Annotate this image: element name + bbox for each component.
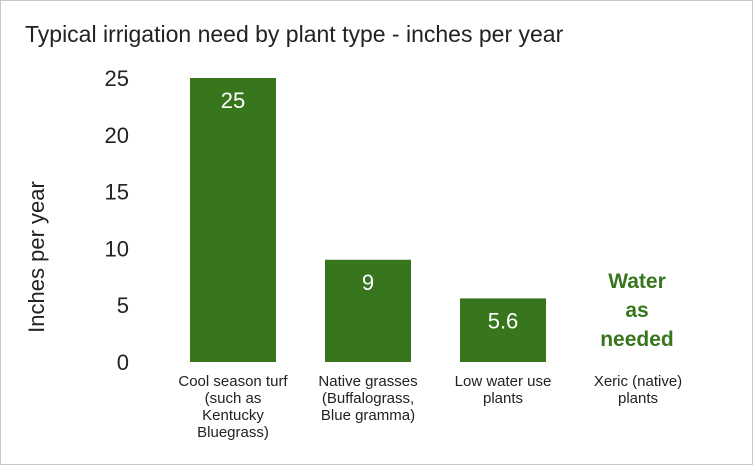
bar-data-label: 5.6 [488,308,519,333]
y-tick-label: 5 [117,293,129,318]
bar-data-label: 25 [221,88,245,113]
bar [460,298,546,362]
y-tick-label: 15 [105,180,129,205]
y-tick-label: 25 [105,66,129,91]
x-tick-label-cool-season-turf: Cool season turf (such as Kentucky Blueg… [178,373,288,441]
chart-title: Typical irrigation need by plant type - … [25,21,564,47]
x-tick-label-low-water-use: Low water use plants [454,373,552,407]
y-tick-label: 10 [105,236,129,261]
water-as-needed-annotation: Water as needed [600,270,674,351]
bar-data-label: 9 [362,270,374,295]
x-tick-label-native-grasses: Native grasses (Buffalograss, Blue gramm… [318,373,418,424]
y-tick-label: 20 [105,123,129,148]
x-tick-label-xeric: Xeric (native) plants [593,373,683,407]
y-tick-label: 0 [117,350,129,375]
bar [190,78,276,362]
bar [325,259,411,362]
